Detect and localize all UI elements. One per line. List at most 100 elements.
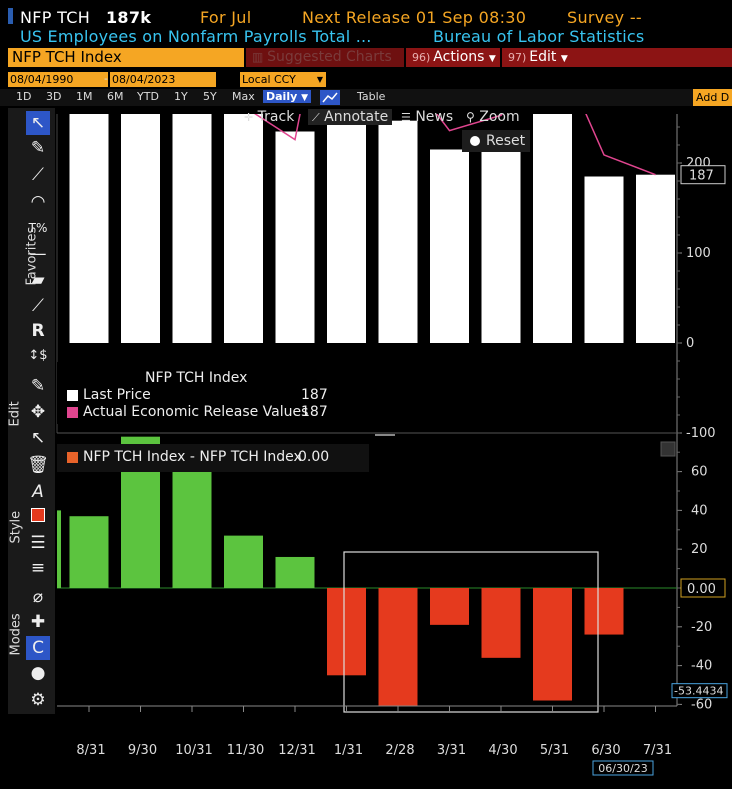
x-tick-label: 5/31 (540, 743, 569, 758)
bottom-panel: -60-40-2002040600.00-53.4434 (57, 436, 728, 713)
start-date-field[interactable]: 08/04/1990 (8, 72, 108, 87)
currency-select[interactable]: Local CCY ▼ (240, 72, 326, 87)
timeframe-5y[interactable]: 5Y (203, 90, 217, 103)
line-chart-icon[interactable] (320, 90, 340, 105)
timeframe-max[interactable]: Max (232, 90, 255, 103)
horizontal-line-icon[interactable]: — (29, 244, 47, 264)
x-tick-label: 8/31 (76, 743, 105, 758)
selection-box (343, 551, 599, 713)
trash-icon[interactable]: 🗑 (27, 455, 49, 475)
x-tick-label: 10/31 (175, 743, 212, 758)
favorites-label: Favorites (24, 226, 40, 286)
search-icon: ⚲ (466, 110, 475, 124)
y-tick-label: -20 (691, 620, 712, 635)
timeframe-ytd[interactable]: YTD (137, 90, 159, 103)
percent-line-icon[interactable]: T% (28, 221, 48, 235)
line-tool-icon[interactable]: ⟋ (32, 165, 44, 185)
crosshair-date-box (592, 760, 654, 776)
bar-last-price (481, 149, 521, 343)
color-fill-icon[interactable] (26, 505, 50, 529)
brush-icon[interactable]: ✎ (30, 376, 46, 396)
actions-button[interactable]: 96) Actions ▼ (406, 48, 500, 67)
pen-icon[interactable]: ✎ (30, 138, 46, 158)
legend-title: NFP TCH Index (145, 370, 248, 386)
ticker-value: 187k (106, 8, 152, 27)
channel-icon[interactable]: ▰ (31, 270, 45, 290)
arc-icon[interactable]: ◠ (30, 192, 46, 212)
frequency-select[interactable]: Daily ▼ (263, 90, 312, 103)
annotate-button[interactable]: ⟋ Annotate (308, 109, 393, 125)
frequency-text: Daily (266, 90, 298, 103)
edit-button[interactable]: 97) Edit ▼ (502, 48, 732, 67)
ticker[interactable]: NFP TCH (20, 8, 91, 27)
timeframe-1y[interactable]: 1Y (174, 90, 188, 103)
bar-positive (69, 516, 109, 588)
x-tick-label: 7/31 (643, 743, 672, 758)
timeframe-6m[interactable]: 6M (107, 90, 124, 103)
security-field[interactable]: NFP TCH Index (8, 48, 244, 67)
x-tick-label: 3/31 (437, 743, 466, 758)
crosshair-value-box (671, 683, 728, 699)
reset-label: Reset (486, 133, 526, 149)
track-button[interactable]: ✛ Track (244, 109, 295, 125)
timeframe-bar: 1D 3D 1M 6M YTD 1Y 5Y Max Daily ▼ Table … (0, 89, 732, 106)
timeframe-1d[interactable]: 1D (16, 90, 32, 103)
bar-positive (172, 465, 212, 588)
legend-diff-value: 0.00 (298, 449, 330, 465)
r-icon[interactable]: R (31, 321, 45, 341)
header-bar: NFP TCH 187k For Jul Next Release 01 Sep… (0, 0, 732, 30)
caret-down-icon: ▼ (301, 93, 309, 103)
text-icon[interactable]: A (32, 482, 44, 502)
chart-tools: ✛ Track ⟋ Annotate ☰ News ⚲ Zoom (238, 108, 528, 128)
news-button[interactable]: ☰ News (401, 109, 454, 125)
edit-label: Edit (529, 49, 557, 65)
series-description: US Employees on Nonfarm Payrolls Total .… (20, 27, 372, 46)
settings-icon[interactable]: ⚙ (30, 690, 46, 710)
timeframe-3d[interactable]: 3D (46, 90, 62, 103)
line-style-icon[interactable]: ≡ (30, 558, 46, 578)
eraser-icon[interactable]: ⌀ (32, 587, 44, 607)
magnet-icon[interactable]: C (26, 636, 50, 660)
timeframe-1m[interactable]: 1M (76, 90, 93, 103)
crosshair-value-label: -53.4434 (674, 685, 723, 698)
caret-down-icon: ▼ (560, 54, 568, 64)
description-bar: US Employees on Nonfarm Payrolls Total .… (0, 27, 732, 50)
edit-label: Edit (7, 401, 23, 427)
suggested-charts-button[interactable]: ▥ Suggested Charts (246, 48, 404, 67)
bar-partial (57, 510, 61, 588)
y-tick-label: 40 (691, 503, 708, 518)
reset-icon (470, 136, 480, 146)
end-date-text: 08/04/2023 (112, 73, 176, 86)
bar-last-price (172, 114, 212, 343)
zoom-button[interactable]: ⚲ Zoom (466, 109, 520, 125)
dollar-icon[interactable]: ↕$ (28, 348, 48, 363)
for-period: For Jul (200, 8, 252, 27)
x-tick-label: 11/30 (227, 743, 264, 758)
bar-last-price (584, 176, 624, 343)
x-tick-label: 2/28 (385, 743, 414, 758)
end-date-field[interactable]: 08/04/2023 (110, 72, 216, 87)
select-icon[interactable]: ↖ (30, 428, 46, 448)
crosshair-icon[interactable]: ✚ (30, 612, 46, 632)
line-width-icon[interactable]: ☰ (30, 533, 46, 553)
chart-icon: ▥ (252, 50, 268, 64)
bar-last-price (224, 114, 263, 344)
palette-icon[interactable]: ● (30, 663, 46, 683)
left-toolbar: ↖ ✎ ⟋ ◠ T% — ▰ ⟋ R ↕$ ✎ ✥ ↖ 🗑 A ☰ ≡ ⌀ ✚ … (8, 108, 55, 714)
add-button[interactable]: Add D (693, 89, 732, 106)
cursor-icon[interactable]: ↖ (26, 111, 50, 135)
legend-actual-value: 187 (301, 404, 328, 420)
table-button[interactable]: Table (357, 90, 386, 103)
data-source: Bureau of Labor Statistics (433, 27, 645, 46)
trend-icon[interactable]: ⟋ (32, 296, 44, 316)
style-label: Style (8, 510, 24, 544)
move-icon[interactable]: ✥ (30, 402, 46, 422)
reset-button[interactable]: Reset (462, 130, 530, 152)
last-value-box (680, 165, 726, 185)
edit-number: 97) (508, 51, 527, 64)
bar-negative (327, 588, 366, 676)
zero-value-box (680, 578, 726, 598)
next-release: Next Release 01 Sep 08:30 (302, 8, 527, 27)
